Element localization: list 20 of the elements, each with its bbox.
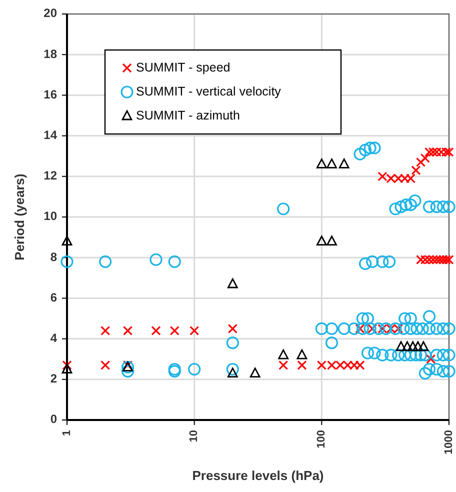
y-tick-label: 2 — [50, 372, 58, 386]
x-axis-title: Pressure levels (hPa) — [192, 468, 324, 483]
x-tick-label: 10 — [188, 430, 200, 442]
y-tick-label: 0 — [50, 412, 58, 426]
y-tick-label: 18 — [44, 46, 58, 61]
y-tick-label: 16 — [44, 87, 58, 102]
x-tick-label: 1000 — [442, 430, 455, 454]
y-tick-label: 10 — [44, 209, 58, 224]
legend-label: SUMMIT - speed — [136, 60, 230, 74]
x-tick-label: 1 — [60, 430, 73, 436]
legend-label: SUMMIT - vertical velocity — [136, 84, 282, 98]
y-tick-label: 8 — [50, 250, 58, 264]
y-tick-label: 4 — [50, 330, 58, 345]
y-tick-label: 14 — [44, 128, 58, 142]
y-tick-label: 12 — [44, 168, 58, 183]
legend-label: SUMMIT - azimuth — [136, 108, 240, 122]
x-tick-label: 100 — [316, 430, 328, 448]
y-tick-label: 20 — [44, 6, 58, 20]
y-tick-label: 6 — [50, 290, 58, 304]
y-axis-title: Period (years) — [12, 174, 27, 260]
